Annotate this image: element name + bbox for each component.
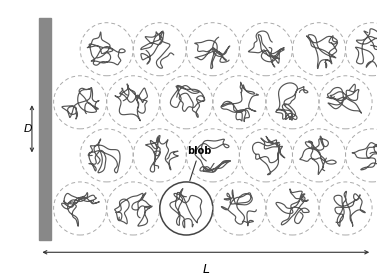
- Bar: [40, 18, 51, 240]
- Text: blob: blob: [187, 145, 212, 181]
- Text: L: L: [202, 263, 209, 276]
- Text: D: D: [24, 124, 33, 134]
